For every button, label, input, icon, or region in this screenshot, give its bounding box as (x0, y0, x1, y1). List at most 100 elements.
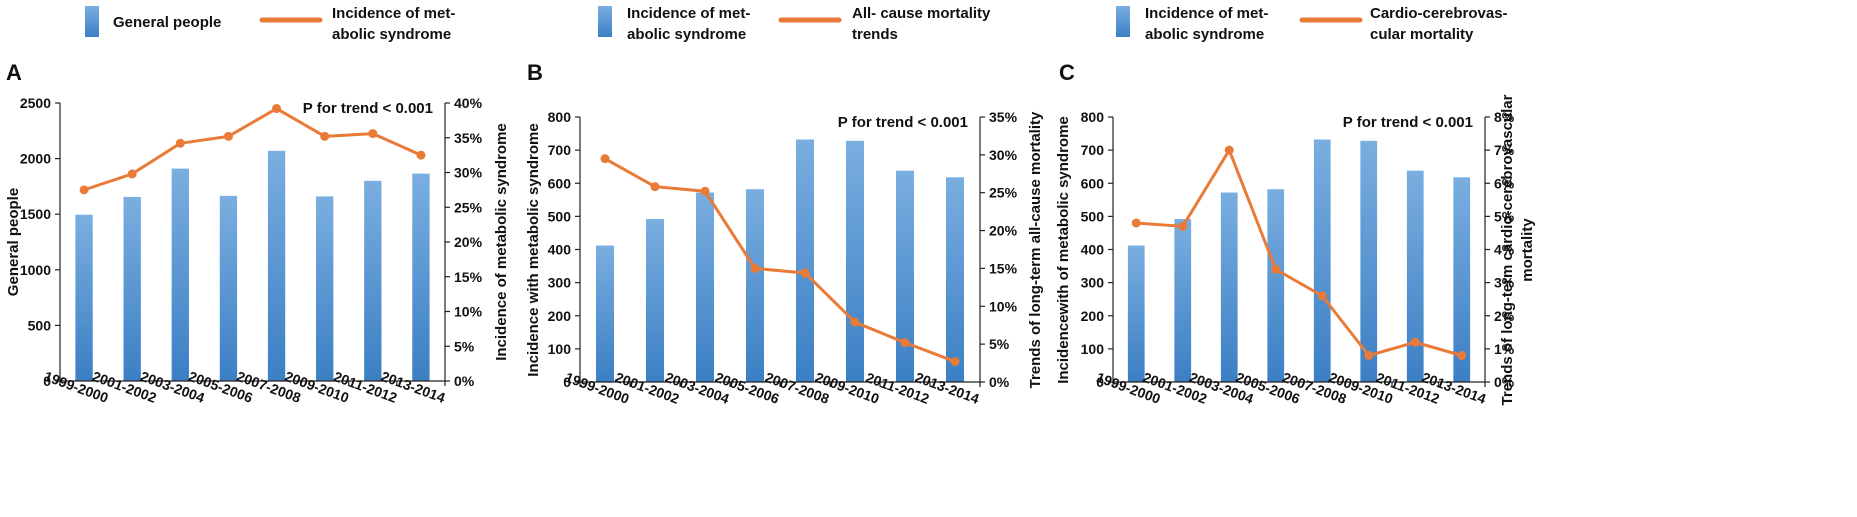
panel-label: B (527, 60, 543, 85)
y-right-tick-label: 35% (454, 130, 483, 146)
y-right-tick-label: 15% (989, 260, 1018, 276)
y-right-title: Trends of long-term cardio-cerebrovascul… (1499, 94, 1536, 405)
bar (646, 219, 664, 382)
y-left-tick-label: 0 (563, 374, 571, 390)
bar (412, 173, 430, 381)
bar (896, 170, 914, 382)
y-right-tick-label: 8% (1494, 109, 1515, 125)
y-right-tick-label: 20% (989, 223, 1018, 239)
panel-label: C (1059, 60, 1075, 85)
y-left-tick-label: 400 (1081, 242, 1105, 258)
panel-a: General people Incidence of met-abolic sy… (5, 5, 510, 406)
y-right-tick-label: 5% (1494, 208, 1515, 224)
y-left-tick-label: 200 (548, 308, 572, 324)
bar (946, 177, 964, 382)
bar (364, 180, 382, 381)
y-right-tick-label: 25% (454, 199, 483, 215)
panel-c: Incidence of met-abolic syndrome Cardio-c… (1055, 5, 1536, 407)
line-point (223, 131, 233, 141)
bar (696, 192, 714, 382)
bar (1127, 245, 1145, 382)
legend-line-label: Incidence of met-abolic syndrome (332, 5, 455, 43)
line-point (1364, 351, 1374, 360)
line-point (1131, 218, 1141, 228)
y-right-tick-label: 0% (1494, 374, 1515, 390)
p-trend-annotation: P for trend < 0.001 (1343, 114, 1473, 131)
line-point (1457, 351, 1467, 360)
legend-bar-label: Incidence of met-abolic syndrome (1145, 5, 1268, 43)
y-left-tick-label: 1000 (20, 262, 51, 278)
bar (316, 196, 334, 381)
y-left-tick-label: 700 (548, 142, 572, 158)
y-left-tick-label: 0 (43, 373, 51, 389)
legend-bar-swatch (598, 6, 612, 37)
y-right-tick-label: 10% (989, 298, 1018, 314)
y-right-tick-label: 15% (454, 269, 483, 285)
y-right-tick-label: 0% (454, 373, 475, 389)
series-line (1136, 148, 1463, 357)
legend-bar-swatch (1116, 6, 1130, 37)
y-right-tick-label: 30% (989, 147, 1018, 163)
line-point (950, 357, 960, 367)
bar (796, 139, 814, 382)
bar (846, 140, 864, 382)
legend-bar-label: General people (113, 14, 221, 31)
y-left-tick-label: 0 (1096, 374, 1104, 390)
legend-line-label: Cardio-cerebrovas-cular mortality (1370, 5, 1508, 43)
bar (1406, 170, 1424, 382)
bar (75, 214, 93, 381)
legend: General people Incidence of met-abolic sy… (85, 5, 455, 43)
y-right-tick-label: 25% (989, 185, 1018, 201)
panel-label: A (6, 60, 22, 85)
bar (1453, 177, 1471, 382)
line-point (416, 150, 426, 160)
y-right-title: Incidence of metabolic syndrome (493, 123, 510, 361)
line-point (79, 185, 89, 195)
line-point (800, 268, 810, 278)
y-right-tick-label: 0% (989, 374, 1010, 390)
y-right-title: Trends of long-term all-cause mortality (1027, 111, 1044, 388)
line-point (1410, 337, 1420, 347)
bar (267, 150, 286, 381)
y-right-tick-label: 10% (454, 304, 483, 320)
line-point (650, 182, 660, 192)
line-point (850, 317, 860, 327)
y-left-tick-label: 600 (1081, 175, 1105, 191)
line-point (900, 338, 910, 348)
y-left-tick-label: 800 (548, 109, 572, 125)
y-left-tick-label: 500 (1081, 208, 1105, 224)
y-left-tick-label: 300 (548, 275, 572, 291)
y-right-tick-label: 1% (1494, 341, 1515, 357)
line-point (272, 104, 282, 114)
legend: Incidence of met-abolic syndrome All- cau… (598, 5, 991, 43)
bar (123, 196, 141, 381)
line-point (1271, 264, 1281, 274)
panel-b: Incidence of met-abolic syndrome All- cau… (525, 5, 1044, 407)
y-left-tick-label: 100 (1081, 341, 1105, 357)
bar (1220, 192, 1238, 382)
bar (1360, 140, 1378, 382)
y-right-tick-label: 2% (1494, 308, 1515, 324)
axes (579, 117, 981, 383)
y-left-tick-label: 100 (548, 341, 572, 357)
p-trend-annotation: P for trend < 0.001 (303, 100, 433, 117)
legend-bar-label: Incidence of met-abolic syndrome (627, 5, 750, 43)
line-point (368, 129, 378, 139)
y-left-title: General people (5, 188, 22, 296)
y-left-tick-label: 500 (548, 208, 572, 224)
series-line (604, 157, 956, 363)
line-point (320, 131, 330, 141)
line-point (750, 263, 760, 273)
line-point (1178, 221, 1188, 231)
y-right-tick-label: 30% (454, 165, 483, 181)
bar (171, 168, 189, 381)
legend-line-label: All- cause mortality trends (852, 5, 991, 43)
legend: Incidence of met-abolic syndrome Cardio-c… (1116, 5, 1508, 43)
bar (746, 189, 764, 382)
bar (1313, 139, 1331, 382)
p-trend-annotation: P for trend < 0.001 (838, 114, 968, 131)
line-point (127, 169, 137, 179)
y-right-tick-label: 4% (1494, 242, 1515, 258)
y-left-tick-label: 1500 (20, 206, 51, 222)
